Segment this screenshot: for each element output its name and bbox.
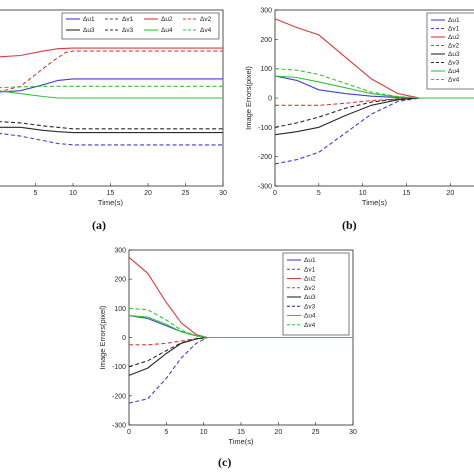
legend-label-u3: Δu3	[83, 27, 95, 34]
legend-label-u1: Δu1	[448, 17, 460, 24]
legend-label-v1: Δv1	[448, 26, 460, 33]
x-tick-label: 25	[312, 429, 320, 436]
y-tick-label: -300	[258, 184, 272, 191]
legend-label-u3: Δu3	[304, 294, 316, 301]
chart-panel-c: 0 5 10 15 20 25 30 -300 -200 -100 0 100 200 300 Time(s…	[98, 242, 366, 452]
x-tick-label: 15	[237, 429, 245, 436]
x-tick-label: 30	[219, 190, 227, 197]
legend	[426, 12, 474, 90]
chart-a: 5 10 15 20 25 30 Time(s) Δu1 Δv1 Δu2 Δv2 Δu3 Δv3 Δu4 Δ…	[0, 9, 227, 207]
caption-b: (b)	[342, 218, 357, 232]
legend-label-u3: Δu3	[448, 51, 460, 58]
legend-label-v3: Δv3	[448, 60, 460, 67]
y-tick-label: 300	[260, 8, 272, 15]
series-line-u1	[0, 78, 223, 93]
legend-label-v4: Δv4	[200, 27, 212, 34]
series-line-u3	[0, 126, 223, 134]
y-tick-label: -100	[112, 364, 126, 371]
x-tick-label: 10	[200, 429, 208, 436]
y-tick-label: 300	[114, 248, 126, 255]
legend-label-u1: Δu1	[304, 257, 316, 264]
x-tick-label: 25	[182, 190, 190, 197]
chart-panel-b: 0510152025-300-200-1000100200300Time(s)I…	[242, 0, 474, 218]
caption-a: (a)	[92, 218, 106, 232]
series-line-v1	[0, 132, 223, 146]
series-line-v4	[0, 85, 223, 89]
legend-label-u4: Δu4	[161, 27, 173, 34]
x-axis-label: Time(s)	[362, 198, 388, 207]
x-tick-label: 30	[349, 429, 357, 436]
x-tick-label: 20	[446, 190, 454, 197]
chart-c: 0 5 10 15 20 25 30 -300 -200 -100 0 100 200 300 Time(s…	[98, 248, 357, 447]
legend-label-v1: Δv1	[304, 266, 316, 273]
legend-label-v1: Δv1	[122, 16, 134, 23]
series-line-v2	[0, 50, 223, 93]
x-tick-label: 5	[34, 190, 38, 197]
x-tick-label: 5	[317, 190, 321, 197]
y-tick-label: 100	[114, 306, 126, 313]
y-tick-label: 0	[268, 96, 272, 103]
legend-label-u2: Δu2	[161, 16, 173, 23]
x-tick-label: 15	[107, 190, 115, 197]
legend	[282, 252, 350, 336]
legend-label-u4: Δu4	[304, 313, 316, 320]
legend-label-v2: Δv2	[304, 285, 316, 292]
legend-label-v3: Δv3	[304, 303, 316, 310]
x-tick-label: 20	[144, 190, 152, 197]
y-tick-label: 100	[260, 66, 272, 73]
legend	[61, 12, 220, 40]
y-tick-label: 200	[260, 37, 272, 44]
chart-b: 0510152025-300-200-1000100200300Time(s)I…	[244, 8, 474, 207]
x-tick-label: 5	[164, 429, 168, 436]
caption-c: (c)	[218, 455, 232, 469]
legend-label-v2: Δv2	[448, 43, 460, 50]
chart-panel-a: 5 10 15 20 25 30 Time(s) Δu1 Δv1 Δu2 Δv2 Δu3 Δv3 Δu4 Δ…	[0, 0, 236, 218]
series-line-v3	[128, 336, 353, 368]
legend-label-v4: Δv4	[304, 322, 316, 329]
x-axis-label: Time(s)	[98, 198, 124, 207]
legend-label-v4: Δv4	[448, 77, 460, 84]
y-tick-label: 200	[114, 277, 126, 284]
y-tick-label: -200	[112, 393, 126, 400]
legend-label-v3: Δv3	[122, 27, 134, 34]
y-axis-label: Image Errors(pixel)	[244, 66, 253, 130]
legend-label-v2: Δv2	[200, 16, 212, 23]
series-line-v4	[274, 68, 474, 99]
y-tick-label: -200	[258, 154, 272, 161]
y-tick-label: -300	[112, 423, 126, 430]
y-axis-label: Image Errors(pixel)	[98, 305, 107, 369]
x-tick-label: 20	[274, 429, 282, 436]
legend-label-u2: Δu2	[304, 276, 316, 283]
legend-label-u2: Δu2	[448, 34, 460, 41]
series-line-v4	[128, 307, 353, 339]
series-line-u2	[0, 47, 223, 58]
x-tick-label: 15	[403, 190, 411, 197]
x-tick-label: 10	[69, 190, 77, 197]
y-tick-label: 0	[122, 335, 126, 342]
legend-label-u1: Δu1	[83, 16, 95, 23]
x-tick-label: 10	[359, 190, 367, 197]
x-tick-label: 0	[127, 429, 131, 436]
x-tick-label: 0	[273, 190, 277, 197]
legend-label-u4: Δu4	[448, 68, 460, 75]
y-tick-label: -100	[258, 125, 272, 132]
x-axis-label: Time(s)	[228, 437, 254, 446]
series-line-v3	[0, 121, 223, 130]
series-line-u4	[0, 90, 223, 99]
